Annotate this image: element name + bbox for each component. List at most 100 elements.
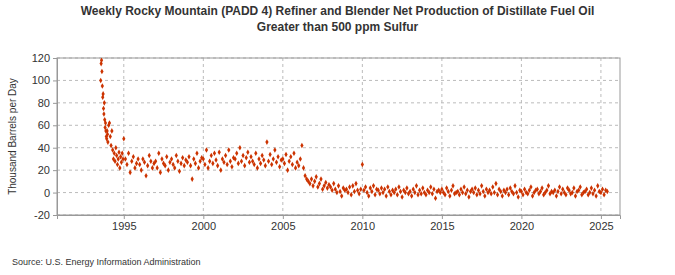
point (237, 161, 240, 167)
point (311, 183, 314, 189)
x-tick-label: 2010 (351, 220, 375, 232)
y-tick-label: 80 (38, 97, 50, 109)
point (160, 156, 163, 162)
point (240, 158, 243, 164)
point (515, 190, 518, 196)
point (297, 163, 300, 169)
point (451, 183, 454, 189)
point (499, 189, 502, 195)
point (222, 160, 225, 166)
point (235, 151, 238, 157)
point (99, 78, 102, 84)
point (383, 186, 386, 192)
point (466, 188, 469, 194)
point (507, 192, 510, 198)
point (157, 151, 160, 157)
point (474, 185, 477, 191)
point (450, 188, 453, 194)
x-tick-mark (203, 215, 204, 219)
point (354, 181, 357, 187)
point (373, 192, 376, 198)
point (229, 158, 232, 164)
point (246, 149, 249, 155)
point (467, 194, 470, 200)
y-axis-title: Thousand Barrels per Day (7, 78, 18, 195)
point (230, 164, 233, 170)
point (264, 163, 267, 169)
point (130, 158, 133, 164)
point (560, 191, 563, 197)
point (203, 162, 206, 168)
point (480, 183, 483, 189)
point (205, 147, 208, 153)
point (421, 185, 424, 191)
point (401, 194, 404, 200)
y-tick-mark (53, 125, 57, 126)
point (121, 151, 124, 157)
point (273, 147, 276, 153)
point (197, 165, 200, 171)
x-axis-line (58, 216, 621, 220)
point (103, 100, 106, 106)
point (335, 190, 338, 196)
point (337, 183, 340, 189)
point (351, 183, 354, 189)
point (517, 194, 520, 200)
x-tick-mark (362, 215, 363, 219)
point (501, 193, 504, 199)
point (299, 156, 302, 162)
point (482, 189, 485, 195)
point (241, 153, 244, 159)
point (259, 161, 262, 167)
point (227, 147, 230, 153)
point (378, 191, 381, 197)
point (294, 165, 297, 171)
point (359, 186, 362, 192)
grid-line-y (57, 147, 620, 148)
point (109, 143, 112, 149)
source: Source: U.S. Energy Information Administ… (12, 257, 201, 267)
y-tick: 100 (32, 74, 57, 86)
x-tick-label: 2020 (510, 220, 534, 232)
point (113, 158, 116, 164)
point (300, 143, 303, 149)
point (397, 184, 400, 190)
y-tick-mark (53, 170, 57, 171)
x-tick-label: 1995 (112, 220, 136, 232)
point (116, 162, 119, 168)
point (434, 195, 437, 201)
point (512, 191, 515, 197)
point (106, 131, 109, 137)
plot-frame (57, 58, 620, 215)
y-tick-label: 120 (32, 52, 50, 64)
point (540, 185, 543, 191)
point (408, 189, 411, 195)
point (556, 189, 559, 195)
point (214, 157, 217, 163)
point (183, 163, 186, 169)
x-tick-label: 2000 (192, 220, 216, 232)
point (178, 168, 181, 174)
point (420, 191, 423, 197)
y-tick: 20 (38, 164, 57, 176)
point (389, 192, 392, 198)
y-tick: -20 (34, 209, 57, 221)
point (165, 154, 168, 160)
point (261, 153, 264, 159)
point (571, 190, 574, 196)
point (424, 192, 427, 198)
y-tick-mark (53, 215, 57, 216)
point (367, 193, 370, 199)
point (429, 184, 432, 190)
point (338, 189, 341, 195)
point (133, 165, 136, 171)
point (416, 192, 419, 198)
point (122, 136, 125, 142)
y-tick-mark (53, 148, 57, 149)
x-tick-mark (521, 215, 522, 219)
point (216, 163, 219, 169)
point (156, 165, 159, 171)
point (129, 170, 132, 176)
point (140, 167, 143, 173)
point (513, 183, 516, 189)
